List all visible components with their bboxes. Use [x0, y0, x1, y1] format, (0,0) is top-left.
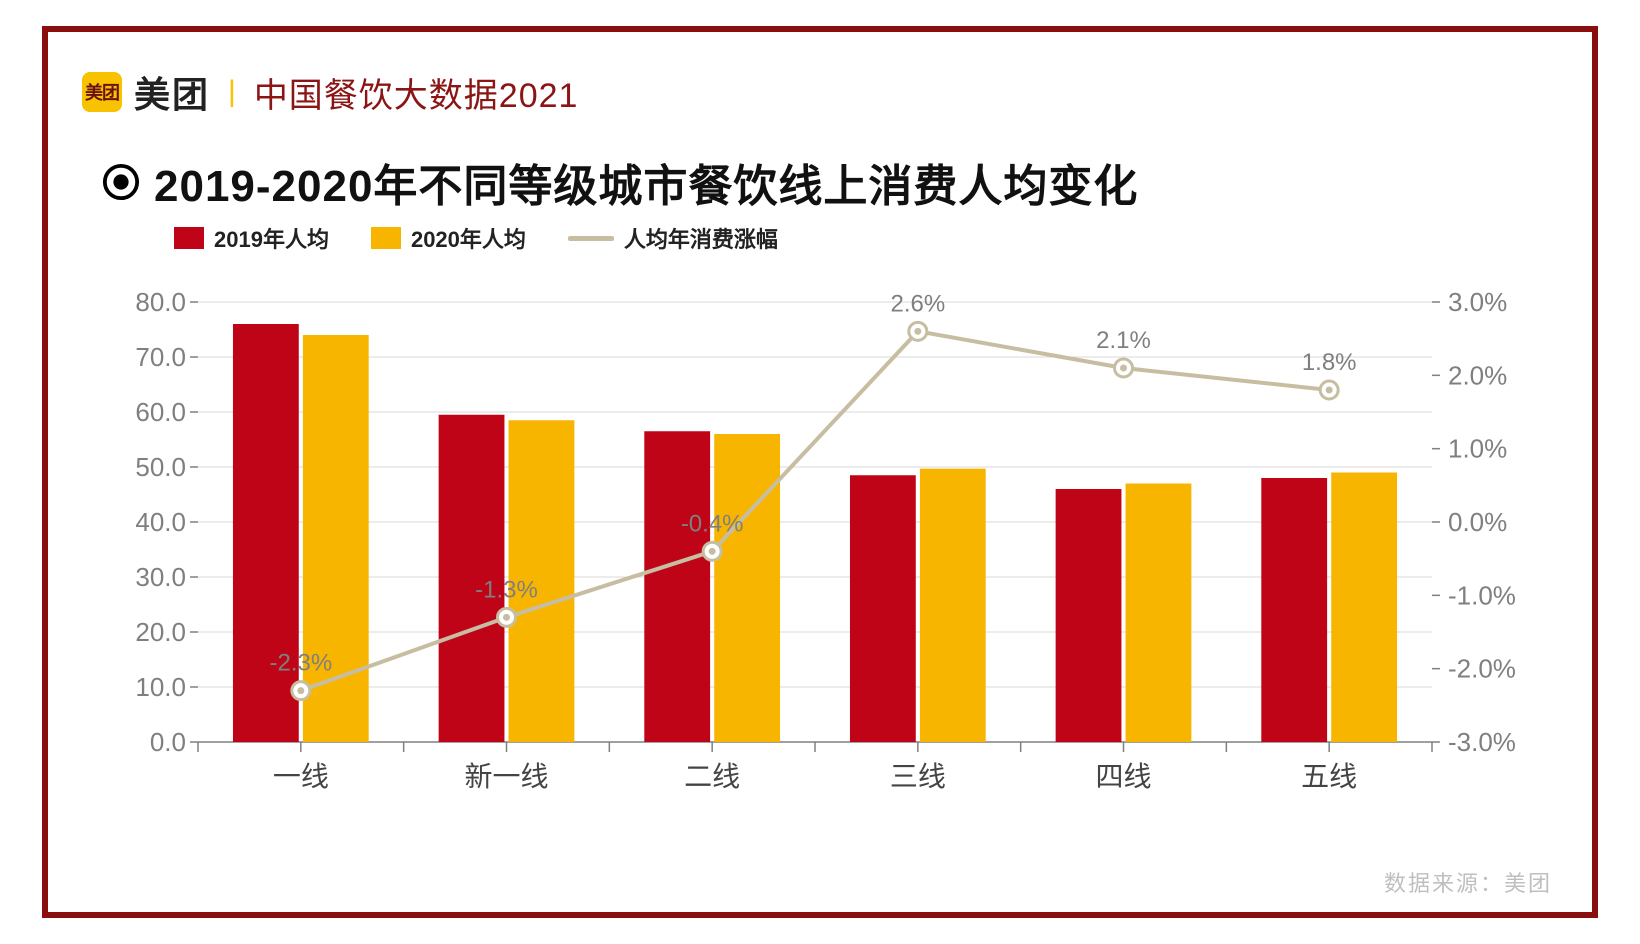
chart-area: 0.0 10.0 20.0 30.0 40.0 50.0 60.0 70.0 80.0 -3.0%… [108, 272, 1532, 812]
bar-2020 [920, 469, 986, 742]
legend-swatch-2019 [174, 227, 204, 249]
legend-item-2019: 2019年人均 [174, 222, 329, 254]
svg-text:10.0: 10.0 [135, 672, 186, 702]
svg-text:70.0: 70.0 [135, 342, 186, 372]
growth-marker-dot [503, 614, 510, 621]
brand-text: 美团 [134, 66, 210, 118]
svg-text:3.0%: 3.0% [1448, 287, 1507, 317]
growth-marker-dot [709, 548, 716, 555]
svg-text:二线: 二线 [684, 761, 740, 792]
meituan-logo-icon: 美团 [82, 72, 122, 112]
bar-2019 [233, 324, 299, 742]
bullet-icon [102, 163, 140, 201]
svg-text:1.0%: 1.0% [1448, 434, 1507, 464]
svg-text:80.0: 80.0 [135, 287, 186, 317]
svg-text:五线: 五线 [1301, 761, 1357, 792]
svg-text:新一线: 新一线 [464, 761, 548, 792]
growth-label: -0.4% [681, 510, 744, 537]
bar-2019 [644, 431, 710, 742]
legend-item-2020: 2020年人均 [371, 222, 526, 254]
svg-text:20.0: 20.0 [135, 617, 186, 647]
data-source-label: 数据来源：美团 [1384, 866, 1552, 898]
legend-label: 2020年人均 [411, 222, 526, 254]
legend-swatch-growth [568, 236, 614, 241]
growth-marker-dot [1326, 387, 1333, 394]
growth-label: 2.1% [1096, 327, 1151, 354]
svg-text:2.0%: 2.0% [1448, 360, 1507, 390]
bar-2019 [1056, 489, 1122, 742]
svg-text:四线: 四线 [1095, 761, 1151, 792]
card-frame: 美团 美团 | 中国餐饮大数据2021 2019-2020年不同等级城市餐饮线上… [42, 26, 1598, 918]
legend-label: 人均年消费涨幅 [624, 222, 778, 254]
bar-2020 [1331, 473, 1397, 743]
svg-text:一线: 一线 [273, 761, 329, 792]
bar-2020 [303, 335, 369, 742]
svg-text:-1.0%: -1.0% [1448, 580, 1516, 610]
growth-label: -2.3% [269, 650, 332, 677]
legend-label: 2019年人均 [214, 222, 329, 254]
bar-2019 [1261, 478, 1327, 742]
svg-text:-3.0%: -3.0% [1448, 727, 1516, 757]
svg-text:三线: 三线 [890, 761, 946, 792]
growth-marker-dot [297, 687, 304, 694]
legend-item-growth: 人均年消费涨幅 [568, 222, 778, 254]
separator-icon: | [228, 75, 236, 109]
growth-label: -1.3% [475, 576, 538, 603]
bar-2020 [1126, 484, 1192, 743]
growth-label: 1.8% [1302, 349, 1357, 376]
chart-svg: 0.0 10.0 20.0 30.0 40.0 50.0 60.0 70.0 80.0 -3.0%… [108, 272, 1532, 812]
bar-2020 [714, 434, 780, 742]
svg-text:30.0: 30.0 [135, 562, 186, 592]
svg-text:0.0%: 0.0% [1448, 507, 1507, 537]
chart-title: 2019-2020年不同等级城市餐饮线上消费人均变化 [154, 150, 1138, 214]
growth-label: 2.6% [890, 290, 945, 317]
svg-text:-2.0%: -2.0% [1448, 654, 1516, 684]
header: 美团 美团 | 中国餐饮大数据2021 [82, 66, 578, 118]
svg-text:0.0: 0.0 [150, 727, 186, 757]
svg-text:40.0: 40.0 [135, 507, 186, 537]
growth-marker-dot [914, 328, 921, 335]
report-name: 中国餐饮大数据2021 [254, 68, 579, 117]
legend: 2019年人均 2020年人均 人均年消费涨幅 [174, 222, 778, 254]
bar-2019 [850, 475, 916, 742]
svg-text:60.0: 60.0 [135, 397, 186, 427]
legend-swatch-2020 [371, 227, 401, 249]
svg-text:50.0: 50.0 [135, 452, 186, 482]
growth-marker-dot [1120, 365, 1127, 372]
title-row: 2019-2020年不同等级城市餐饮线上消费人均变化 [102, 150, 1138, 214]
